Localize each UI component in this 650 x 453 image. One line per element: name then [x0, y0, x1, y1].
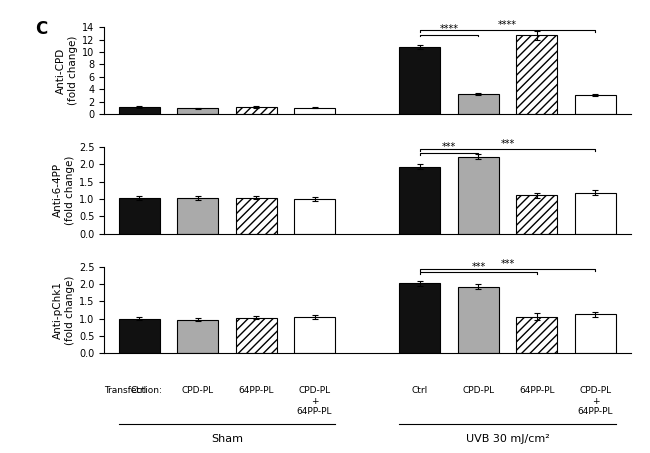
Bar: [294, 317, 335, 353]
Text: ***: ***: [500, 139, 515, 149]
Bar: [294, 108, 335, 114]
Bar: [516, 195, 558, 234]
Text: ***: ***: [442, 142, 456, 152]
Text: ***: ***: [500, 259, 515, 269]
Bar: [235, 107, 277, 114]
Bar: [177, 108, 218, 114]
Y-axis label: Anti-6-4PP
(fold change): Anti-6-4PP (fold change): [53, 155, 75, 225]
Bar: [235, 198, 277, 234]
Text: 64PP-PL: 64PP-PL: [519, 386, 554, 395]
Bar: [177, 198, 218, 234]
Text: Sham: Sham: [211, 434, 243, 444]
Bar: [458, 157, 499, 234]
Text: CPD-PL
+
64PP-PL: CPD-PL + 64PP-PL: [578, 386, 613, 416]
Text: Transfection:: Transfection:: [104, 386, 162, 395]
Text: CPD-PL: CPD-PL: [181, 386, 214, 395]
Bar: [118, 318, 160, 353]
Text: UVB 30 mJ/cm²: UVB 30 mJ/cm²: [466, 434, 549, 444]
Text: Ctrl: Ctrl: [412, 386, 428, 395]
Bar: [118, 107, 160, 114]
Text: ***: ***: [471, 262, 486, 272]
Text: ****: ****: [439, 24, 459, 34]
Text: CPD-PL: CPD-PL: [462, 386, 495, 395]
Bar: [575, 314, 616, 353]
Text: C: C: [36, 20, 48, 38]
Bar: [458, 287, 499, 353]
Text: 64PP-PL: 64PP-PL: [239, 386, 274, 395]
Bar: [399, 47, 440, 114]
Bar: [516, 35, 558, 114]
Text: Ctrl: Ctrl: [131, 386, 147, 395]
Y-axis label: Anti-pChk1
(fold change): Anti-pChk1 (fold change): [53, 275, 75, 345]
Y-axis label: Anti-CPD
(fold change): Anti-CPD (fold change): [56, 36, 78, 105]
Bar: [575, 193, 616, 234]
Bar: [235, 318, 277, 353]
Bar: [458, 94, 499, 114]
Bar: [177, 320, 218, 353]
Bar: [399, 167, 440, 234]
Bar: [294, 199, 335, 234]
Bar: [118, 198, 160, 234]
Text: CPD-PL
+
64PP-PL: CPD-PL + 64PP-PL: [297, 386, 332, 416]
Bar: [516, 317, 558, 353]
Bar: [399, 283, 440, 353]
Text: ****: ****: [498, 20, 517, 30]
Bar: [575, 95, 616, 114]
